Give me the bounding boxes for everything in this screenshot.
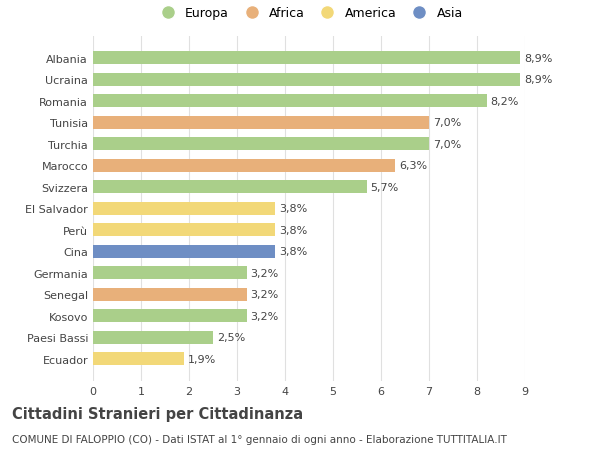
Text: 6,3%: 6,3% <box>399 161 427 171</box>
Text: 7,0%: 7,0% <box>433 140 461 150</box>
Bar <box>93 52 520 65</box>
Bar <box>93 138 429 151</box>
Text: 3,2%: 3,2% <box>250 290 278 300</box>
Text: 3,2%: 3,2% <box>250 311 278 321</box>
Bar <box>93 74 520 87</box>
Text: 8,9%: 8,9% <box>524 75 553 85</box>
Bar <box>93 95 487 108</box>
Bar <box>93 202 275 215</box>
Bar <box>93 331 213 344</box>
Bar <box>93 267 247 280</box>
Bar <box>93 245 275 258</box>
Bar <box>93 288 247 301</box>
Bar <box>93 353 184 365</box>
Bar <box>93 309 247 323</box>
Text: 8,2%: 8,2% <box>490 97 519 106</box>
Text: 3,8%: 3,8% <box>279 225 307 235</box>
Text: 3,8%: 3,8% <box>279 247 307 257</box>
Bar <box>93 181 367 194</box>
Bar <box>93 117 429 129</box>
Legend: Europa, Africa, America, Asia: Europa, Africa, America, Asia <box>151 3 467 23</box>
Text: 7,0%: 7,0% <box>433 118 461 128</box>
Bar <box>93 160 395 173</box>
Text: 1,9%: 1,9% <box>188 354 216 364</box>
Text: 5,7%: 5,7% <box>370 182 398 192</box>
Text: COMUNE DI FALOPPIO (CO) - Dati ISTAT al 1° gennaio di ogni anno - Elaborazione T: COMUNE DI FALOPPIO (CO) - Dati ISTAT al … <box>12 434 507 444</box>
Text: 2,5%: 2,5% <box>217 332 245 342</box>
Text: 3,8%: 3,8% <box>279 204 307 214</box>
Text: 3,2%: 3,2% <box>250 268 278 278</box>
Text: 8,9%: 8,9% <box>524 54 553 64</box>
Text: Cittadini Stranieri per Cittadinanza: Cittadini Stranieri per Cittadinanza <box>12 406 303 421</box>
Bar <box>93 224 275 237</box>
